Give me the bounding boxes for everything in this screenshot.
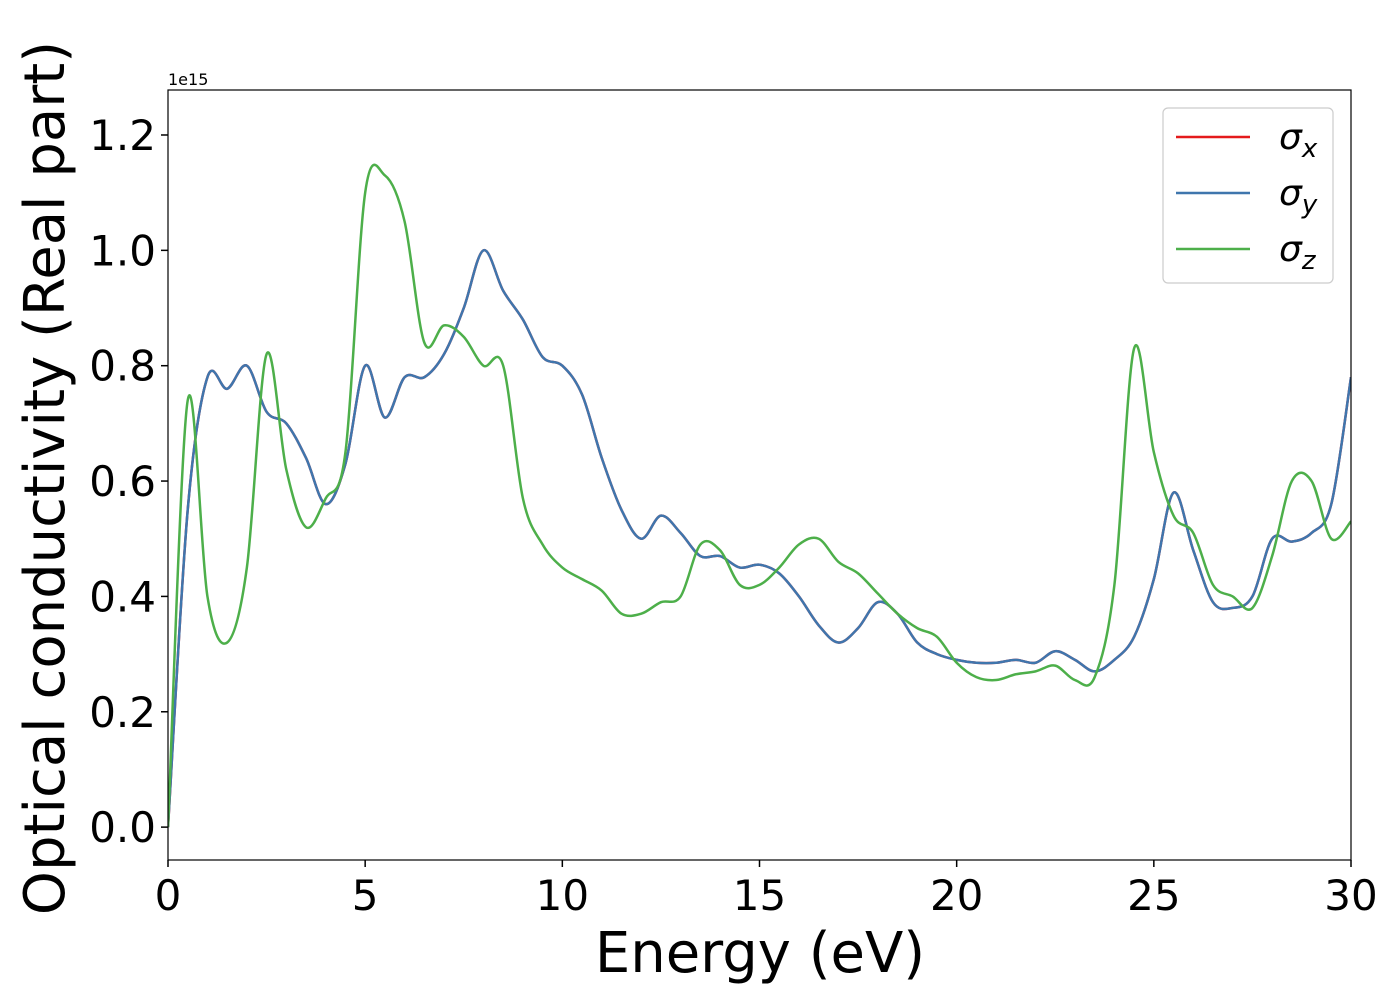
y-offset-label: 1e15 <box>168 70 208 89</box>
legend-label: σx <box>1279 117 1318 164</box>
plot-frame <box>167 89 1352 861</box>
x-tick-label: 25 <box>1127 871 1180 920</box>
legend-label: σy <box>1279 173 1318 220</box>
series-line <box>168 163 1351 828</box>
y-tick-label: 1.0 <box>89 226 156 275</box>
x-tick-label: 5 <box>352 871 379 920</box>
y-tick-label: 0.0 <box>89 803 156 852</box>
y-tick-label: 1.2 <box>89 111 156 160</box>
y-tick-label: 0.6 <box>89 457 156 506</box>
y-axis-label: Optical conductivity (Real part) <box>13 41 78 915</box>
legend-label: σz <box>1279 229 1317 276</box>
y-tick-label: 0.8 <box>89 342 156 391</box>
y-tick-label: 0.2 <box>89 688 156 737</box>
x-tick-label: 15 <box>733 871 786 920</box>
x-tick-label: 30 <box>1324 871 1377 920</box>
series-line <box>168 249 1351 828</box>
series-line <box>168 249 1351 828</box>
legend-box <box>1162 107 1334 284</box>
x-axis-label: Energy (eV) <box>595 921 925 986</box>
x-tick-label: 0 <box>155 871 182 920</box>
y-tick-label: 0.4 <box>89 572 156 621</box>
x-tick-label: 10 <box>536 871 589 920</box>
x-tick-label: 20 <box>930 871 983 920</box>
